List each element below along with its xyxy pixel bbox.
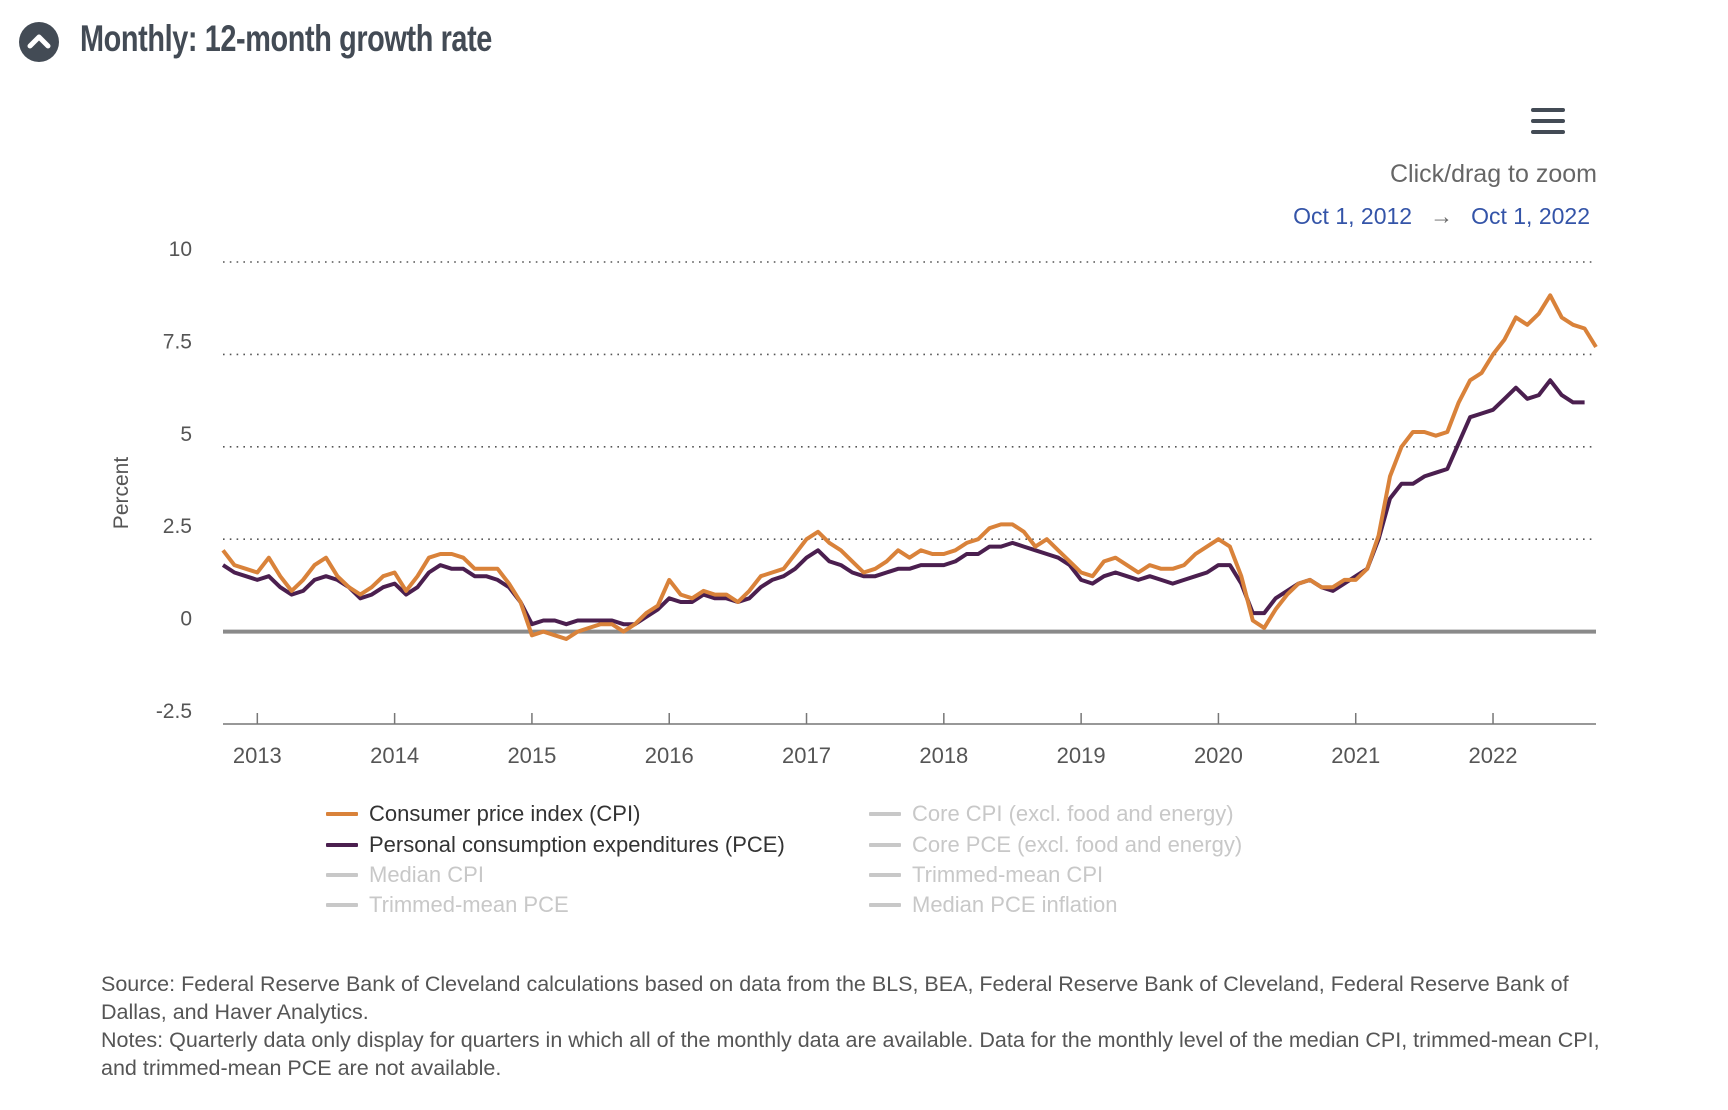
legend-label: Trimmed-mean PCE — [369, 892, 569, 917]
gridlines — [223, 261, 1596, 634]
pce-line — [221, 378, 1585, 627]
legend-label: Core PCE (excl. food and energy) — [912, 832, 1243, 857]
legend-swatch — [326, 812, 358, 816]
hamburger-menu-icon[interactable] — [1531, 108, 1567, 136]
legend-label: Median CPI — [369, 862, 484, 887]
legend-item[interactable]: Median CPI — [326, 862, 484, 888]
legend-item[interactable]: Consumer price index (CPI) — [326, 801, 640, 827]
x-tick-label: 2016 — [645, 743, 694, 768]
x-tick-label: 2020 — [1194, 743, 1243, 768]
x-tick-label: 2019 — [1057, 743, 1106, 768]
x-tick-label: 2014 — [370, 743, 419, 768]
arrow-icon: → — [1430, 203, 1454, 229]
y-tick-label: 10 — [169, 238, 192, 261]
series-lines — [221, 293, 1598, 641]
source-text: Source: Federal Reserve Bank of Clevelan… — [101, 972, 1569, 1024]
range-start-link[interactable]: Oct 1, 2012 — [1293, 203, 1413, 229]
line-chart[interactable]: 107.552.50-2.5 2013 2014 2015 2016 2017 2018 2… — [0, 0, 1728, 960]
legend-label: Trimmed-mean CPI — [912, 862, 1104, 887]
x-tick-label: 2017 — [782, 743, 831, 768]
footer-notes: Source: Federal Reserve Bank of Clevelan… — [101, 970, 1621, 1082]
y-tick-label: 2.5 — [163, 515, 192, 538]
collapse-button[interactable] — [19, 22, 59, 62]
chart-section-title: Monthly: 12-month growth rate — [80, 18, 492, 59]
cpi-line — [221, 293, 1598, 641]
x-tick-label: 2018 — [919, 743, 968, 768]
legend-swatch — [326, 843, 358, 847]
legend-label: Consumer price index (CPI) — [369, 801, 641, 826]
x-tick-label: 2013 — [233, 743, 282, 768]
legend-item[interactable]: Core PCE (excl. food and energy) — [869, 832, 1242, 858]
legend-item[interactable]: Trimmed-mean CPI — [869, 862, 1103, 888]
y-tick-label: 5 — [180, 423, 192, 446]
legend-swatch — [869, 903, 901, 907]
legend-item[interactable]: Core CPI (excl. food and energy) — [869, 801, 1234, 827]
x-tick-label: 2021 — [1331, 743, 1380, 768]
legend-swatch — [869, 843, 901, 847]
legend-item[interactable]: Personal consumption expenditures (PCE) — [326, 832, 785, 858]
range-end-link[interactable]: Oct 1, 2022 — [1471, 203, 1590, 229]
legend-label: Median PCE inflation — [912, 892, 1118, 917]
chevron-up-icon — [27, 34, 51, 49]
y-tick-label: 7.5 — [163, 330, 192, 353]
x-tick-label: 2015 — [507, 743, 556, 768]
y-axis-ticks: 10 7.5 5 2.5 0 -2.5 — [156, 238, 192, 723]
y-tick-label: 0 — [180, 608, 192, 631]
legend-item[interactable]: Trimmed-mean PCE — [326, 892, 569, 918]
legend-swatch — [869, 873, 901, 877]
legend-label: Core CPI (excl. food and energy) — [912, 801, 1234, 826]
legend-swatch — [326, 903, 358, 907]
legend-label: Personal consumption expenditures (PCE) — [369, 832, 785, 857]
y-tick-label: -2.5 — [156, 700, 192, 723]
notes-text: Notes: Quarterly data only display for q… — [101, 1028, 1600, 1080]
legend-swatch — [869, 812, 901, 816]
legend-swatch — [326, 873, 358, 877]
zoom-hint: Click/drag to zoom — [1389, 160, 1597, 188]
legend-item[interactable]: Median PCE inflation — [869, 892, 1117, 918]
date-range: Oct 1, 2012 → Oct 1, 2022 — [1293, 203, 1590, 230]
x-axis: 2013 2014 2015 2016 2017 2018 2019 2020 2021 2022 — [223, 713, 1596, 768]
x-tick-label: 2022 — [1469, 743, 1518, 768]
y-axis-label: Percent — [110, 457, 133, 530]
